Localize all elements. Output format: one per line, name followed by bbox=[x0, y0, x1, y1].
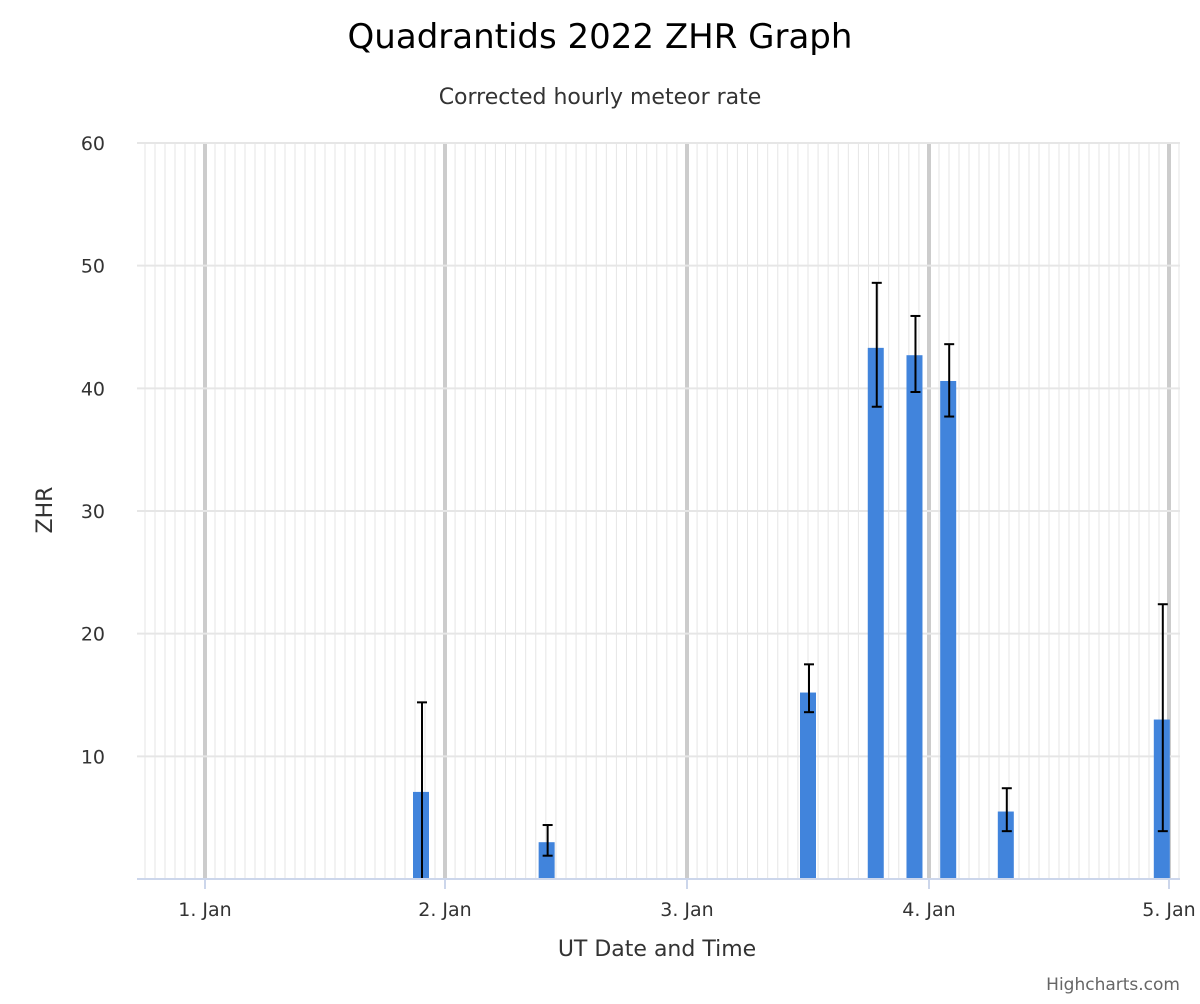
y-gridlines bbox=[137, 142, 1180, 758]
x-tick-label-2: 2. Jan bbox=[418, 899, 471, 921]
chart-subtitle: Corrected hourly meteor rate bbox=[439, 85, 762, 110]
error-bar-2 bbox=[804, 663, 814, 714]
x-tick-label-5: 5. Jan bbox=[1142, 899, 1195, 921]
bar-6[interactable] bbox=[997, 811, 1014, 879]
y-axis-title: ZHR bbox=[33, 487, 58, 534]
y-tick-label-30: 30 bbox=[81, 501, 105, 523]
y-tick-label-40: 40 bbox=[81, 378, 105, 400]
error-bar-3 bbox=[871, 281, 882, 408]
bar-3[interactable] bbox=[867, 347, 884, 879]
y-tick-label-50: 50 bbox=[81, 256, 105, 278]
error-bar-7 bbox=[1157, 603, 1168, 833]
error-bar-5 bbox=[944, 343, 955, 418]
bar-4[interactable] bbox=[906, 355, 923, 879]
y-axis: 10 20 30 40 50 60 bbox=[81, 133, 105, 768]
error-bar-series bbox=[417, 281, 1168, 879]
x-axis-title: UT Date and Time bbox=[558, 937, 756, 962]
error-bar-0 bbox=[417, 701, 427, 879]
y-tick-label-20: 20 bbox=[81, 624, 105, 646]
bar-1[interactable] bbox=[538, 842, 555, 879]
y-tick-label-60: 60 bbox=[81, 133, 105, 155]
x-tick-label-1: 1. Jan bbox=[178, 899, 231, 921]
bar-series bbox=[413, 347, 1170, 879]
bar-2[interactable] bbox=[800, 692, 816, 879]
x-tick-label-4: 4. Jan bbox=[902, 899, 955, 921]
error-bar-1 bbox=[542, 824, 553, 857]
x-axis: 1. Jan 2. Jan 3. Jan 4. Jan 5. Jan bbox=[137, 878, 1196, 921]
error-bar-4 bbox=[910, 314, 921, 394]
chart-title: Quadrantids 2022 ZHR Graph bbox=[348, 17, 853, 57]
credits-link[interactable]: Highcharts.com bbox=[1046, 975, 1180, 995]
error-bar-6 bbox=[1001, 787, 1012, 833]
x-tick-label-3: 3. Jan bbox=[660, 899, 713, 921]
y-tick-label-10: 10 bbox=[81, 746, 105, 768]
bar-5[interactable] bbox=[940, 380, 957, 879]
